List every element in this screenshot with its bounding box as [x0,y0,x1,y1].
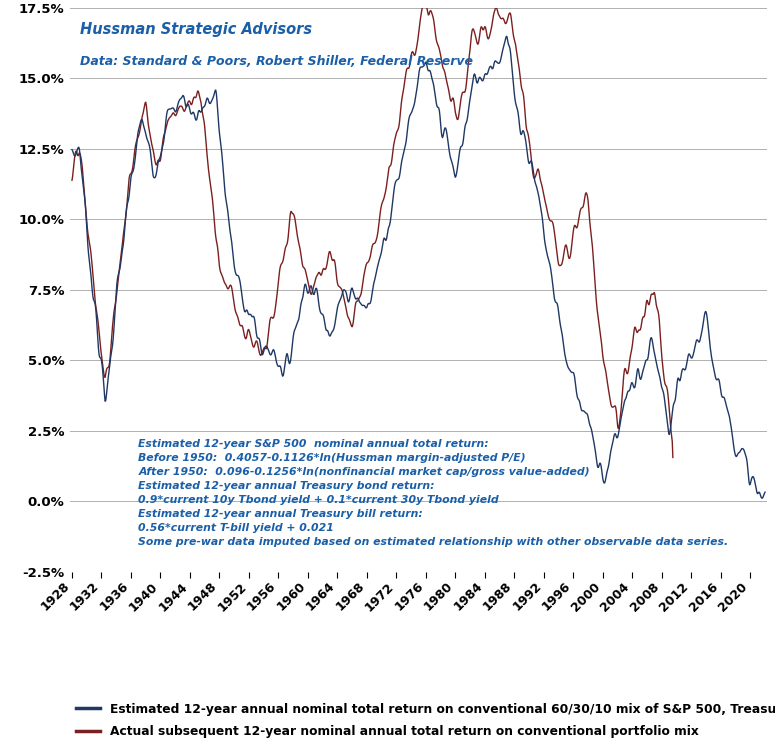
Legend: Estimated 12-year annual nominal total return on conventional 60/30/10 mix of S&: Estimated 12-year annual nominal total r… [76,702,775,738]
Text: Estimated 12-year S&P 500  nominal annual total return:
Before 1950:  0.4057-0.1: Estimated 12-year S&P 500 nominal annual… [138,439,728,547]
Text: Hussman Strategic Advisors: Hussman Strategic Advisors [81,22,312,37]
Text: Data: Standard & Poors, Robert Shiller, Federal Reserve: Data: Standard & Poors, Robert Shiller, … [81,56,474,68]
